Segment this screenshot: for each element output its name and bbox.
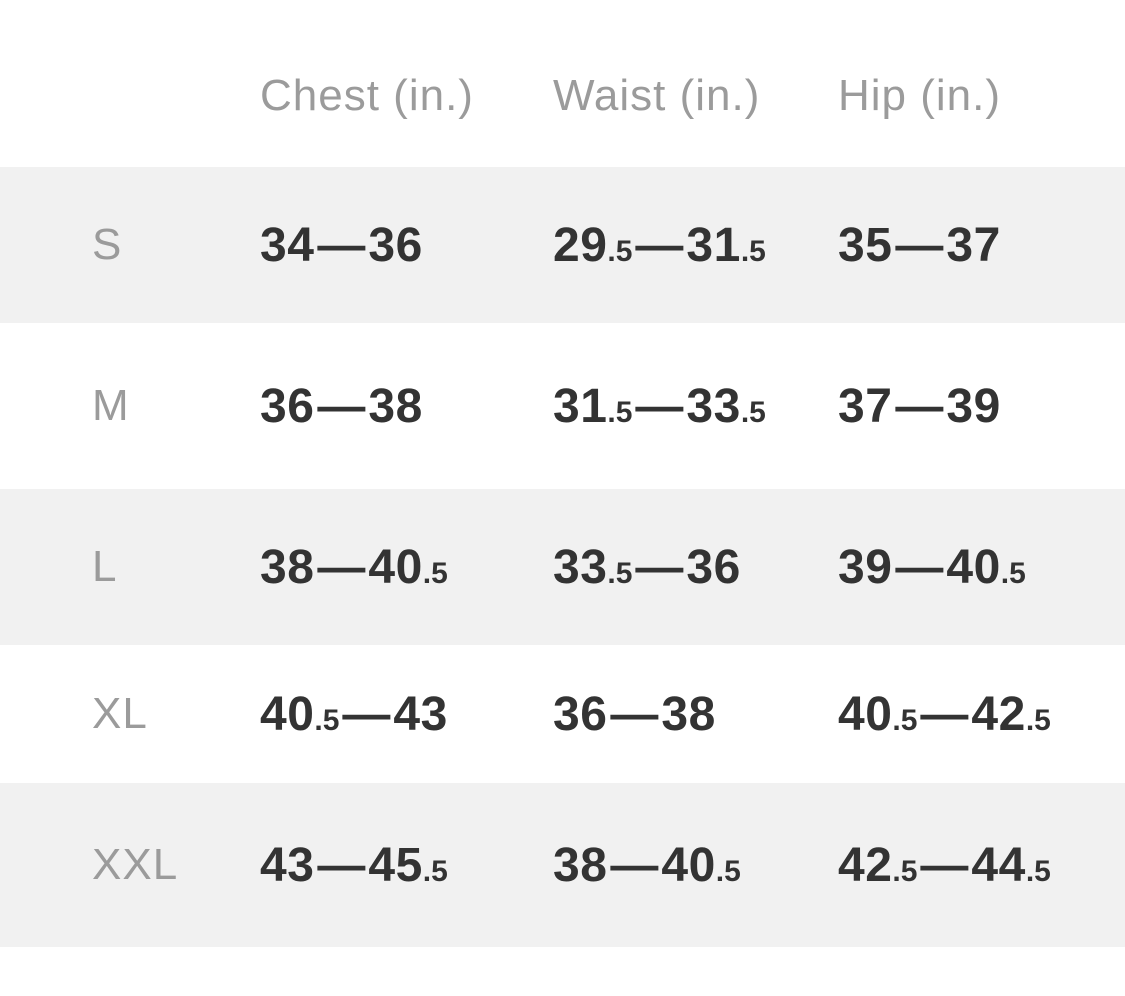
range-dash: — [317, 379, 366, 433]
range-decimal: .5 [1025, 703, 1051, 737]
measurement-value: 29.5—31.5 [553, 218, 838, 273]
measurement-value: 39—40.5 [838, 540, 1125, 595]
size-label: XL [92, 689, 148, 738]
range-decimal: .5 [715, 854, 741, 888]
range-number: 40 [260, 687, 315, 741]
range-dash: — [317, 540, 366, 594]
range-dash: — [610, 687, 659, 741]
range-decimal: .5 [892, 703, 918, 737]
range-decimal: .5 [607, 395, 633, 429]
measurement-value: 38—40.5 [553, 838, 838, 893]
range-number: 40 [838, 687, 893, 741]
hip-column-header: Hip (in.) [838, 70, 1002, 120]
range-number: 37 [946, 218, 1001, 272]
range-decimal: .5 [1000, 556, 1026, 590]
range-dash: — [895, 218, 944, 272]
range-decimal: .5 [422, 854, 448, 888]
size-label: L [92, 542, 118, 591]
range-number: 36 [686, 540, 741, 594]
range-dash: — [317, 838, 366, 892]
range-number: 29 [553, 218, 608, 272]
range-decimal: .5 [740, 395, 766, 429]
range-number: 40 [661, 838, 716, 892]
measurement-value: 36—38 [260, 379, 553, 434]
range-number: 39 [838, 540, 893, 594]
range-number: 31 [686, 218, 741, 272]
measurement-value: 33.5—36 [553, 540, 838, 595]
range-dash: — [895, 540, 944, 594]
table-row: L 38—40.5 33.5—36 39—40.5 [0, 489, 1125, 645]
size-chart: Chest (in.) Waist (in.) Hip (in.) S 34—36… [0, 0, 1125, 947]
range-number: 36 [368, 218, 423, 272]
range-number: 37 [838, 379, 893, 433]
range-number: 35 [838, 218, 893, 272]
measurement-value: 34—36 [260, 218, 553, 273]
range-dash: — [635, 540, 684, 594]
table-row: S 34—36 29.5—31.5 35—37 [0, 167, 1125, 323]
chest-column-header: Chest (in.) [260, 70, 474, 120]
range-dash: — [317, 218, 366, 272]
range-dash: — [895, 379, 944, 433]
measurement-value: 42.5—44.5 [838, 838, 1125, 893]
range-decimal: .5 [1025, 854, 1051, 888]
range-number: 38 [368, 379, 423, 433]
size-chart-body: S 34—36 29.5—31.5 35—37 M 36—38 31.5—33.5 37—39… [0, 167, 1125, 947]
range-dash: — [610, 838, 659, 892]
table-row: XL 40.5—43 36—38 40.5—42.5 [0, 645, 1125, 783]
range-decimal: .5 [607, 234, 633, 268]
range-number: 38 [260, 540, 315, 594]
range-number: 31 [553, 379, 608, 433]
measurement-value: 35—37 [838, 218, 1125, 273]
range-dash: — [635, 218, 684, 272]
waist-column-header: Waist (in.) [553, 70, 761, 120]
table-row: XXL 43—45.5 38—40.5 42.5—44.5 [0, 783, 1125, 947]
range-dash: — [920, 838, 969, 892]
range-number: 34 [260, 218, 315, 272]
measurement-value: 38—40.5 [260, 540, 553, 595]
range-number: 39 [946, 379, 1001, 433]
range-number: 42 [971, 687, 1026, 741]
range-number: 44 [971, 838, 1026, 892]
measurement-value: 40.5—42.5 [838, 687, 1125, 742]
range-number: 43 [260, 838, 315, 892]
table-row: M 36—38 31.5—33.5 37—39 [0, 323, 1125, 489]
range-decimal: .5 [892, 854, 918, 888]
range-number: 43 [393, 687, 448, 741]
size-label: XXL [92, 840, 179, 889]
range-decimal: .5 [607, 556, 633, 590]
size-column-header [0, 72, 260, 96]
range-number: 38 [553, 838, 608, 892]
measurement-value: 36—38 [553, 687, 838, 742]
range-number: 33 [686, 379, 741, 433]
range-decimal: .5 [314, 703, 340, 737]
range-number: 42 [838, 838, 893, 892]
range-decimal: .5 [422, 556, 448, 590]
range-decimal: .5 [740, 234, 766, 268]
range-dash: — [342, 687, 391, 741]
range-number: 40 [368, 540, 423, 594]
range-number: 45 [368, 838, 423, 892]
measurement-value: 40.5—43 [260, 687, 553, 742]
size-label: M [92, 381, 130, 430]
range-number: 40 [946, 540, 1001, 594]
size-chart-header: Chest (in.) Waist (in.) Hip (in.) [0, 0, 1125, 167]
size-label: S [92, 220, 123, 269]
measurement-value: 43—45.5 [260, 838, 553, 893]
range-number: 36 [260, 379, 315, 433]
measurement-value: 37—39 [838, 379, 1125, 434]
range-number: 36 [553, 687, 608, 741]
range-dash: — [635, 379, 684, 433]
range-dash: — [920, 687, 969, 741]
range-number: 33 [553, 540, 608, 594]
measurement-value: 31.5—33.5 [553, 379, 838, 434]
range-number: 38 [661, 687, 716, 741]
